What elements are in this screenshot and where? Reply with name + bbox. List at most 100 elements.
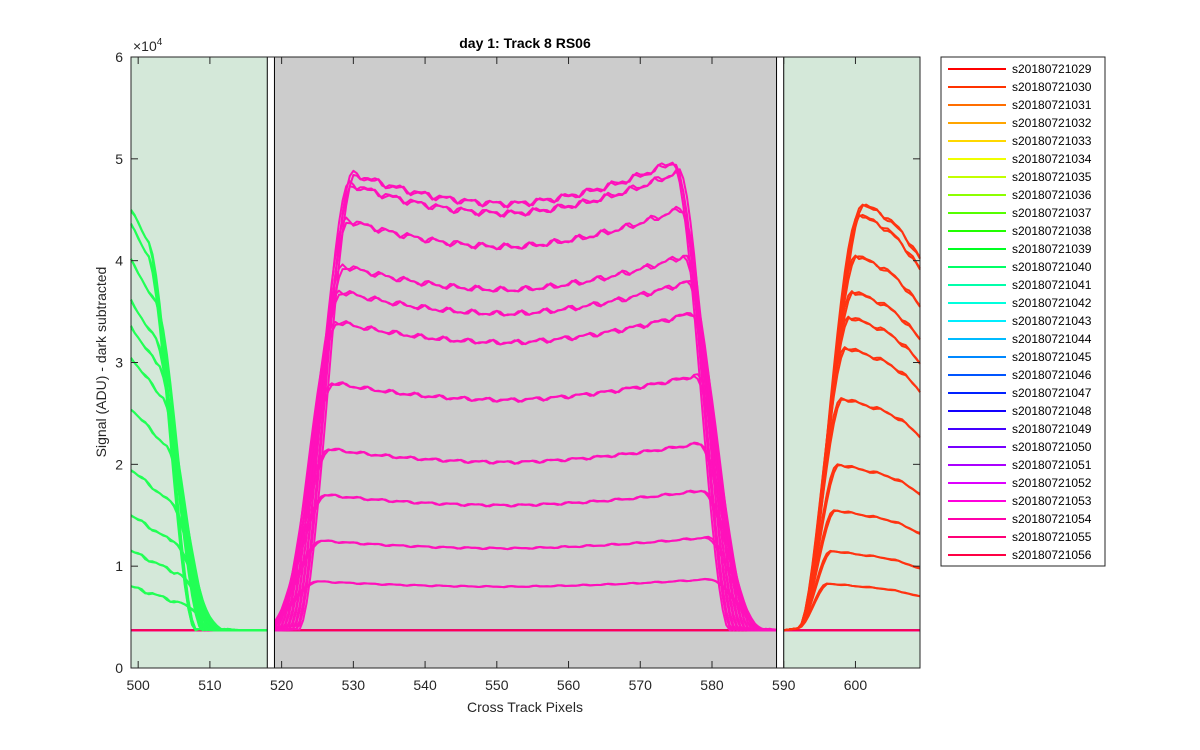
legend-item: s20180721042 — [948, 296, 1092, 310]
legend-item: s20180721032 — [948, 116, 1092, 130]
region-divider — [776, 56, 785, 669]
y-tick-label: 2 — [115, 456, 123, 472]
legend-item: s20180721047 — [948, 386, 1092, 400]
left-region — [131, 57, 268, 668]
series-line — [267, 208, 784, 632]
right-region — [783, 57, 920, 668]
series-line — [267, 313, 784, 632]
legend-item: s20180721038 — [948, 224, 1092, 238]
legend-label: s20180721036 — [1012, 188, 1092, 202]
x-tick-label: 500 — [126, 677, 150, 693]
y-axis-ticks: 0 1 2 3 4 5 6 — [115, 49, 920, 676]
x-tick-label: 560 — [557, 677, 581, 693]
series-line — [783, 582, 921, 632]
y-tick-label: 1 — [115, 558, 123, 574]
legend-item: s20180721046 — [948, 368, 1092, 382]
x-tick-label: 580 — [700, 677, 724, 693]
y-axis-label: Signal (ADU) - dark subtracted — [93, 267, 109, 458]
legend-item: s20180721054 — [948, 512, 1092, 526]
legend-label: s20180721044 — [1012, 332, 1092, 346]
x-tick-label: 570 — [629, 677, 653, 693]
legend-item: s20180721040 — [948, 260, 1092, 274]
legend-item: s20180721055 — [948, 530, 1092, 544]
legend-item: s20180721051 — [948, 458, 1092, 472]
legend-label: s20180721040 — [1012, 260, 1092, 274]
legend-label: s20180721032 — [1012, 116, 1092, 130]
legend-label: s20180721035 — [1012, 170, 1092, 184]
legend-item: s20180721053 — [948, 494, 1092, 508]
legend-label: s20180721052 — [1012, 476, 1092, 490]
legend-label: s20180721030 — [1012, 80, 1092, 94]
region-divider — [266, 56, 275, 669]
series-line — [783, 550, 921, 632]
series-line — [267, 373, 784, 632]
legend-item: s20180721045 — [948, 350, 1092, 364]
y-tick-label: 0 — [115, 660, 123, 676]
legend-item: s20180721034 — [948, 152, 1092, 166]
shaded-regions — [131, 57, 920, 668]
series-line — [267, 490, 784, 632]
legend-item: s20180721043 — [948, 314, 1092, 328]
legend-label: s20180721046 — [1012, 368, 1092, 382]
legend-item: s20180721048 — [948, 404, 1092, 418]
series-line — [267, 442, 784, 632]
legend-item: s20180721031 — [948, 98, 1092, 112]
y-tick-label: 3 — [115, 355, 123, 371]
center-region — [274, 57, 777, 668]
legend-item: s20180721029 — [948, 62, 1092, 76]
y-tick-label: 5 — [115, 151, 123, 167]
x-axis-ticks: 500 510 520 530 540 550 560 570 580 590 600 — [126, 57, 867, 693]
legend-label: s20180721038 — [1012, 224, 1092, 238]
legend-item: s20180721056 — [948, 548, 1092, 562]
legend-item: s20180721037 — [948, 206, 1092, 220]
chart-title: day 1: Track 8 RS06 — [459, 35, 591, 51]
legend-item: s20180721041 — [948, 278, 1092, 292]
legend-label: s20180721055 — [1012, 530, 1092, 544]
legend-label: s20180721048 — [1012, 404, 1092, 418]
legend-item: s20180721044 — [948, 332, 1092, 346]
y-tick-label: 6 — [115, 49, 123, 65]
y-exponent-label: ×104 — [133, 37, 163, 54]
legend-label: s20180721029 — [1012, 62, 1092, 76]
legend-item: s20180721039 — [948, 242, 1092, 256]
legend-item: s20180721030 — [948, 80, 1092, 94]
legend-label: s20180721045 — [1012, 350, 1092, 364]
legend-label: s20180721039 — [1012, 242, 1092, 256]
x-tick-label: 540 — [413, 677, 437, 693]
legend-label: s20180721034 — [1012, 152, 1092, 166]
x-tick-label: 550 — [485, 677, 509, 693]
legend-label: s20180721050 — [1012, 440, 1092, 454]
legend-label: s20180721043 — [1012, 314, 1092, 328]
legend-label: s20180721049 — [1012, 422, 1092, 436]
x-tick-label: 530 — [342, 677, 366, 693]
x-tick-label: 510 — [198, 677, 222, 693]
legend-label: s20180721031 — [1012, 98, 1092, 112]
y-tick-label: 4 — [115, 253, 123, 269]
legend-item: s20180721035 — [948, 170, 1092, 184]
legend: s20180721029 s20180721030 s20180721031 s201… — [940, 56, 1106, 567]
legend-label: s20180721042 — [1012, 296, 1092, 310]
legend-label: s20180721051 — [1012, 458, 1092, 472]
series-line — [267, 161, 784, 632]
series-lines — [130, 161, 921, 632]
x-tick-label: 520 — [270, 677, 294, 693]
legend-label: s20180721041 — [1012, 278, 1092, 292]
series-line — [267, 279, 784, 632]
legend-item: s20180721036 — [948, 188, 1092, 202]
series-line — [130, 585, 268, 632]
legend-label: s20180721056 — [1012, 548, 1092, 562]
series-line — [266, 535, 784, 632]
x-tick-label: 600 — [844, 677, 868, 693]
legend-label: s20180721033 — [1012, 134, 1092, 148]
legend-item: s20180721049 — [948, 422, 1092, 436]
legend-label: s20180721037 — [1012, 206, 1092, 220]
legend-label: s20180721047 — [1012, 386, 1092, 400]
legend-label: s20180721054 — [1012, 512, 1092, 526]
legend-item: s20180721050 — [948, 440, 1092, 454]
x-axis-label: Cross Track Pixels — [467, 699, 583, 715]
legend-item: s20180721052 — [948, 476, 1092, 490]
series-line — [266, 578, 784, 632]
legend-item: s20180721033 — [948, 134, 1092, 148]
legend-label: s20180721053 — [1012, 494, 1092, 508]
